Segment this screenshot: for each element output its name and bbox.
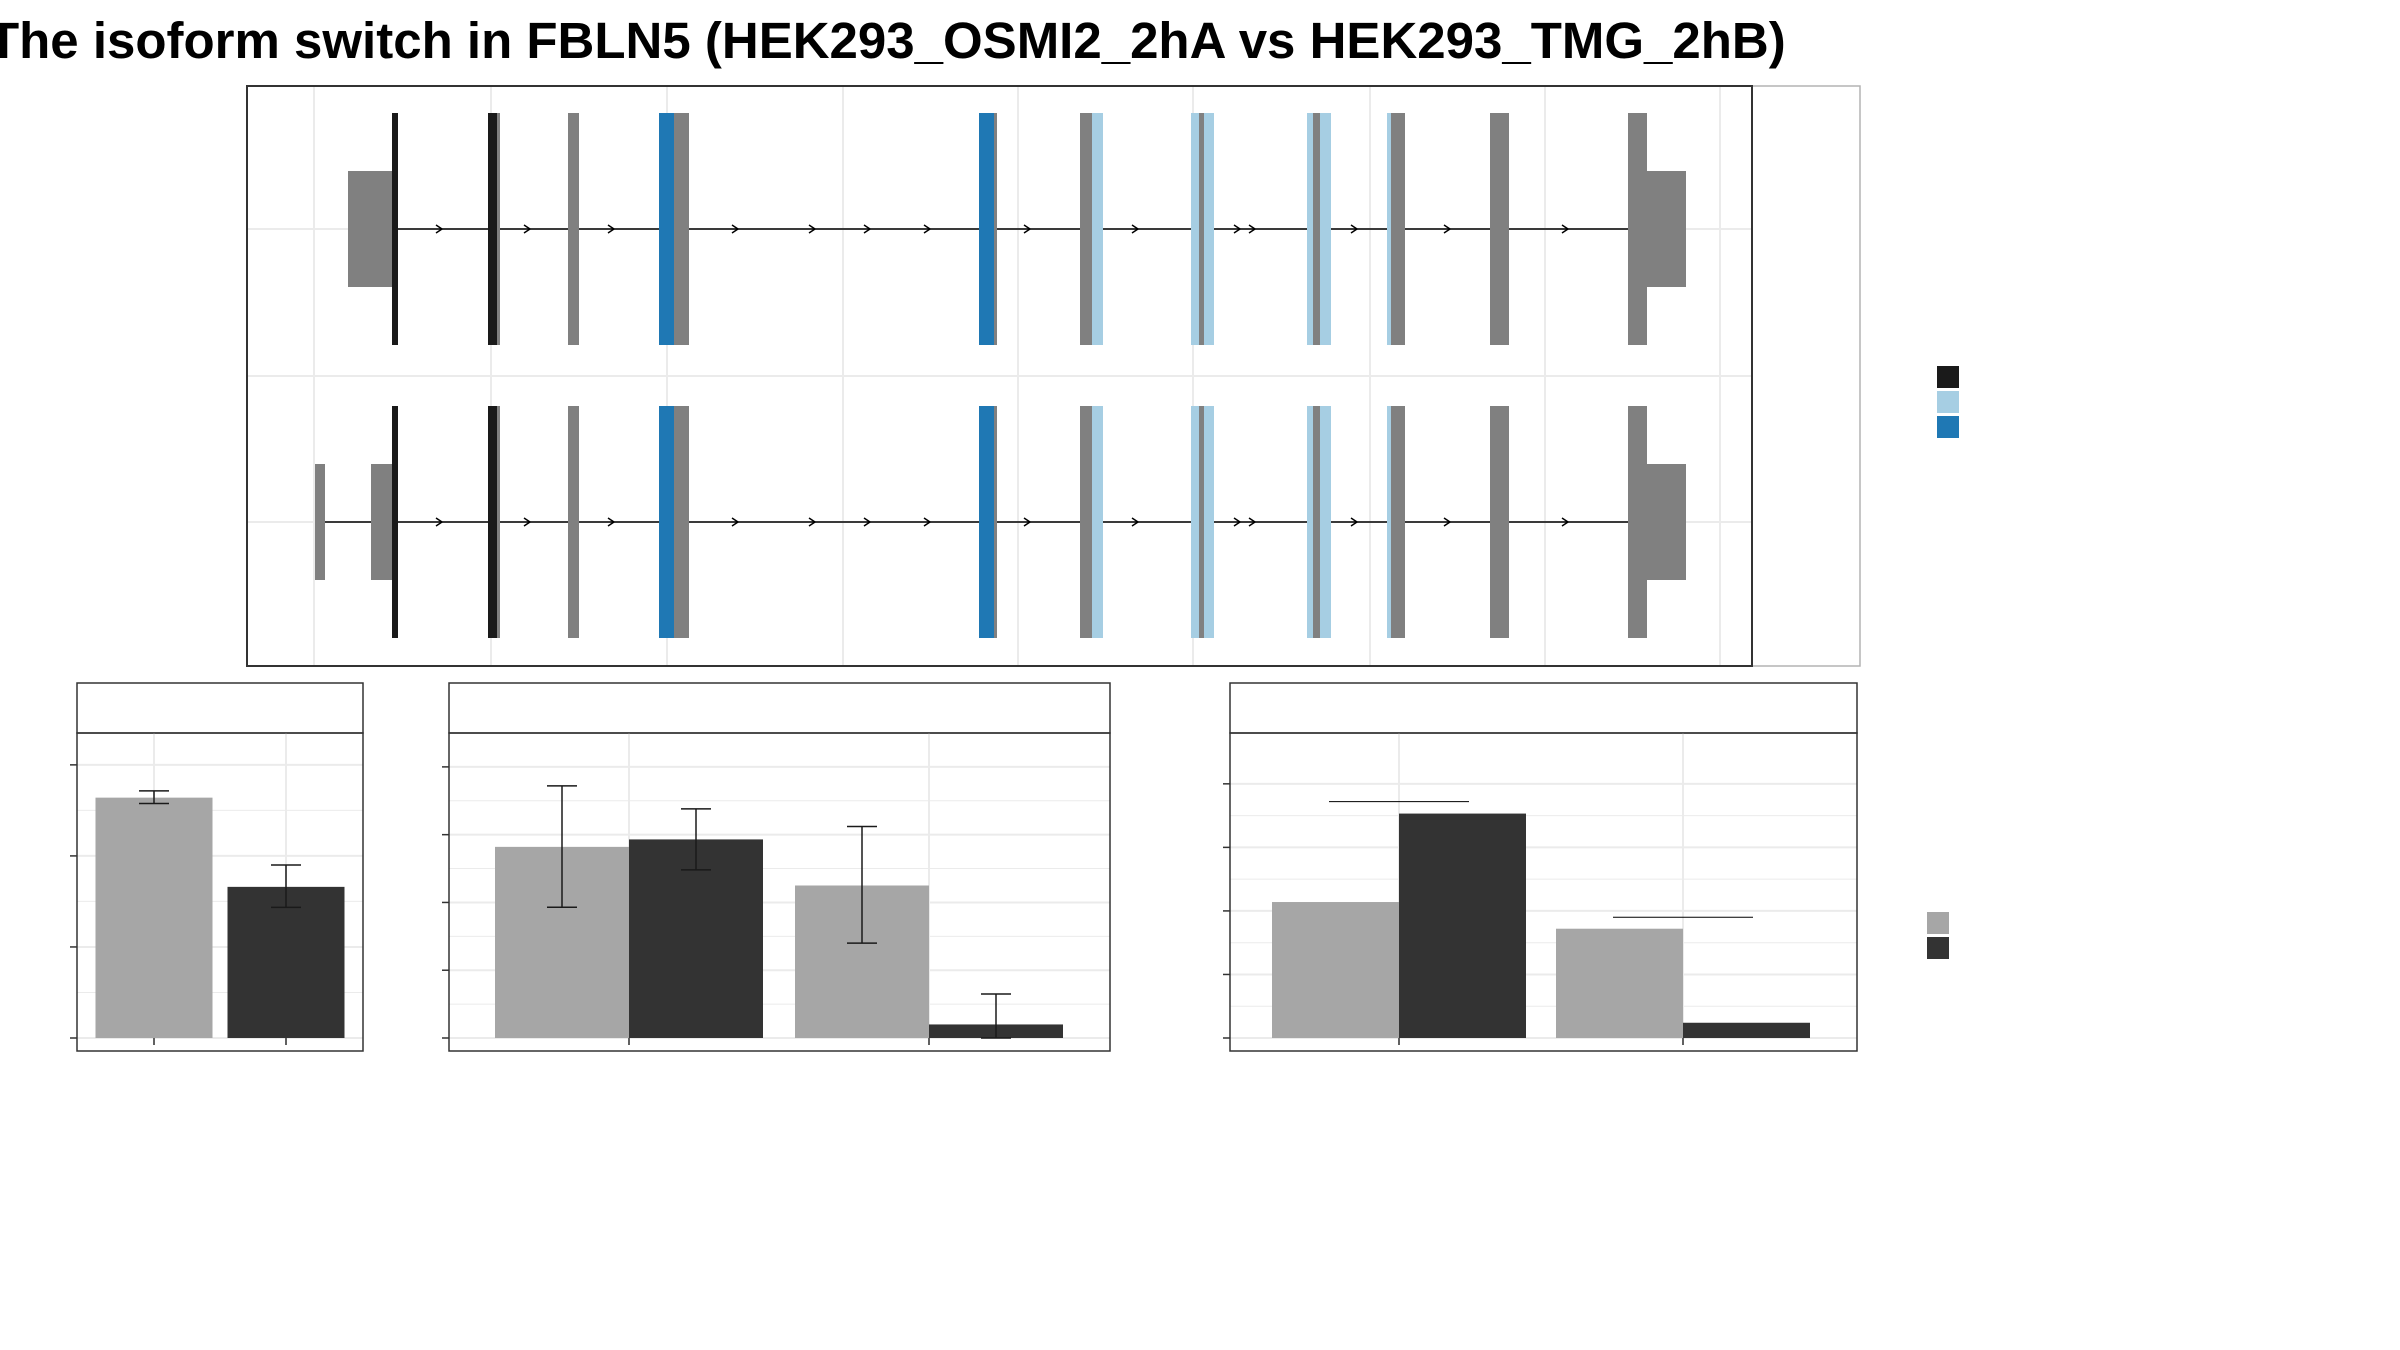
panel-strip	[1229, 682, 1858, 734]
structure-panel-border	[246, 85, 1753, 667]
domain-segment-cegf	[1204, 113, 1214, 345]
domain-segment-signal-peptide	[488, 406, 497, 638]
intron-direction-arrow	[607, 224, 616, 234]
intron-direction-arrow	[1561, 224, 1570, 234]
coding-exon	[568, 113, 579, 345]
chart-panel-gene-expression	[70, 682, 364, 1052]
domain-segment-cegf	[1092, 113, 1103, 345]
intron-direction-arrow	[1248, 224, 1257, 234]
panel-strip	[76, 682, 364, 734]
domain-segment-cegf	[1191, 113, 1199, 345]
domain-segment-signal-peptide	[392, 406, 398, 638]
domain-segment-cegf	[1320, 113, 1331, 345]
condition-legend	[1927, 912, 1949, 959]
domain-segment-egf-ca	[979, 406, 994, 638]
chart-panel-isoform-usage	[1223, 682, 1858, 1052]
transcript-structure-panel	[246, 85, 1861, 667]
panel-border	[1229, 732, 1858, 1052]
coding-exon	[1387, 113, 1405, 345]
utr-exon	[371, 464, 392, 580]
domain-legend-swatch	[1937, 391, 1959, 413]
domain-segment-cegf	[1387, 113, 1391, 345]
intron-direction-arrow	[435, 517, 444, 527]
domain-segment-cegf	[1307, 406, 1313, 638]
bar	[1683, 1022, 1810, 1038]
intron-direction-arrow	[731, 517, 740, 527]
domain-legend-swatch	[1937, 416, 1959, 438]
coding-exon	[1628, 406, 1647, 638]
intron-direction-arrow	[607, 517, 616, 527]
domain-legend-swatch	[1937, 366, 1959, 388]
domain-segment-egf-ca	[979, 113, 994, 345]
intron-direction-arrow	[523, 224, 532, 234]
bar-charts	[70, 682, 1858, 1052]
domain-segment-cegf	[1307, 113, 1313, 345]
domain-segment-cegf	[1092, 406, 1103, 638]
intron-direction-arrow	[808, 517, 817, 527]
domain-segment-signal-peptide	[488, 113, 497, 345]
intron-direction-arrow	[435, 224, 444, 234]
domain-segment-cegf	[1191, 406, 1199, 638]
bar	[1272, 902, 1399, 1038]
condition-legend-swatch	[1927, 912, 1949, 934]
intron-direction-arrow	[1248, 517, 1257, 527]
panel-border	[76, 732, 364, 1052]
domain-segment-egf-ca	[659, 113, 674, 345]
intron-direction-arrow	[863, 224, 872, 234]
bar	[227, 886, 345, 1038]
bar	[1399, 813, 1526, 1038]
intron-direction-arrow	[923, 517, 932, 527]
intron-direction-arrow	[863, 517, 872, 527]
coding-exon	[1490, 113, 1509, 345]
chart-panel-isoform-expression	[442, 682, 1111, 1052]
bar	[629, 839, 763, 1038]
intron-direction-arrow	[1131, 224, 1140, 234]
panel-border	[448, 732, 1111, 1052]
domain-segment-cegf	[1204, 406, 1214, 638]
utr-exon	[1647, 464, 1686, 580]
intron-direction-arrow	[1443, 517, 1452, 527]
bar	[95, 797, 213, 1038]
utr-exon	[1647, 171, 1686, 287]
intron-direction-arrow	[1350, 224, 1359, 234]
coding-exon	[568, 406, 579, 638]
utr-exon	[348, 171, 392, 287]
panel-strip	[448, 682, 1111, 734]
intron-direction-arrow	[731, 224, 740, 234]
coding-exon	[1628, 113, 1647, 345]
chart-title: The isoform switch in FBLN5 (HEK293_OSMI…	[0, 12, 1786, 69]
intron-direction-arrow	[1561, 517, 1570, 527]
legends	[1927, 366, 1959, 959]
intron-direction-arrow	[523, 517, 532, 527]
facet-strip	[1751, 85, 1861, 667]
intron-direction-arrow	[1131, 517, 1140, 527]
coding-exon	[1490, 406, 1509, 638]
intron-direction-arrow	[923, 224, 932, 234]
domain-segment-cegf	[1387, 406, 1391, 638]
condition-legend-swatch	[1927, 937, 1949, 959]
intron-direction-arrow	[1023, 517, 1032, 527]
domain-legend	[1937, 366, 1959, 438]
bar	[1556, 928, 1683, 1038]
intron-direction-arrow	[1233, 224, 1242, 234]
intron-direction-arrow	[1443, 224, 1452, 234]
intron-direction-arrow	[1350, 517, 1359, 527]
intron-direction-arrow	[1233, 517, 1242, 527]
domain-segment-cegf	[1320, 406, 1331, 638]
utr-exon	[315, 464, 325, 580]
domain-segment-signal-peptide	[392, 113, 398, 345]
intron-direction-arrow	[808, 224, 817, 234]
coding-exon	[1387, 406, 1405, 638]
domain-segment-egf-ca	[659, 406, 674, 638]
intron-direction-arrow	[1023, 224, 1032, 234]
